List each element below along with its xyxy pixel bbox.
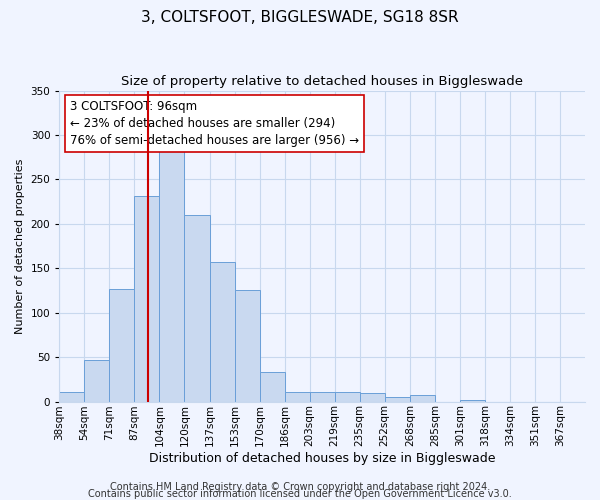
X-axis label: Distribution of detached houses by size in Biggleswade: Distribution of detached houses by size … bbox=[149, 452, 496, 465]
Title: Size of property relative to detached houses in Biggleswade: Size of property relative to detached ho… bbox=[121, 75, 523, 88]
Text: 3, COLTSFOOT, BIGGLESWADE, SG18 8SR: 3, COLTSFOOT, BIGGLESWADE, SG18 8SR bbox=[141, 10, 459, 25]
Y-axis label: Number of detached properties: Number of detached properties bbox=[15, 158, 25, 334]
Bar bbox=[109, 288, 134, 402]
Bar bbox=[410, 396, 435, 402]
Text: Contains HM Land Registry data © Crown copyright and database right 2024.: Contains HM Land Registry data © Crown c… bbox=[110, 482, 490, 492]
Bar bbox=[460, 400, 485, 402]
Bar bbox=[59, 392, 85, 402]
Bar bbox=[385, 397, 410, 402]
Bar bbox=[235, 290, 260, 402]
Bar bbox=[335, 392, 360, 402]
Bar bbox=[360, 392, 385, 402]
Text: 3 COLTSFOOT: 96sqm
← 23% of detached houses are smaller (294)
76% of semi-detach: 3 COLTSFOOT: 96sqm ← 23% of detached hou… bbox=[70, 100, 359, 147]
Bar bbox=[134, 196, 160, 402]
Bar bbox=[209, 262, 235, 402]
Bar bbox=[310, 392, 335, 402]
Bar bbox=[284, 392, 310, 402]
Bar bbox=[184, 215, 209, 402]
Bar bbox=[85, 360, 109, 402]
Text: Contains public sector information licensed under the Open Government Licence v3: Contains public sector information licen… bbox=[88, 489, 512, 499]
Bar bbox=[160, 150, 184, 402]
Bar bbox=[260, 372, 284, 402]
